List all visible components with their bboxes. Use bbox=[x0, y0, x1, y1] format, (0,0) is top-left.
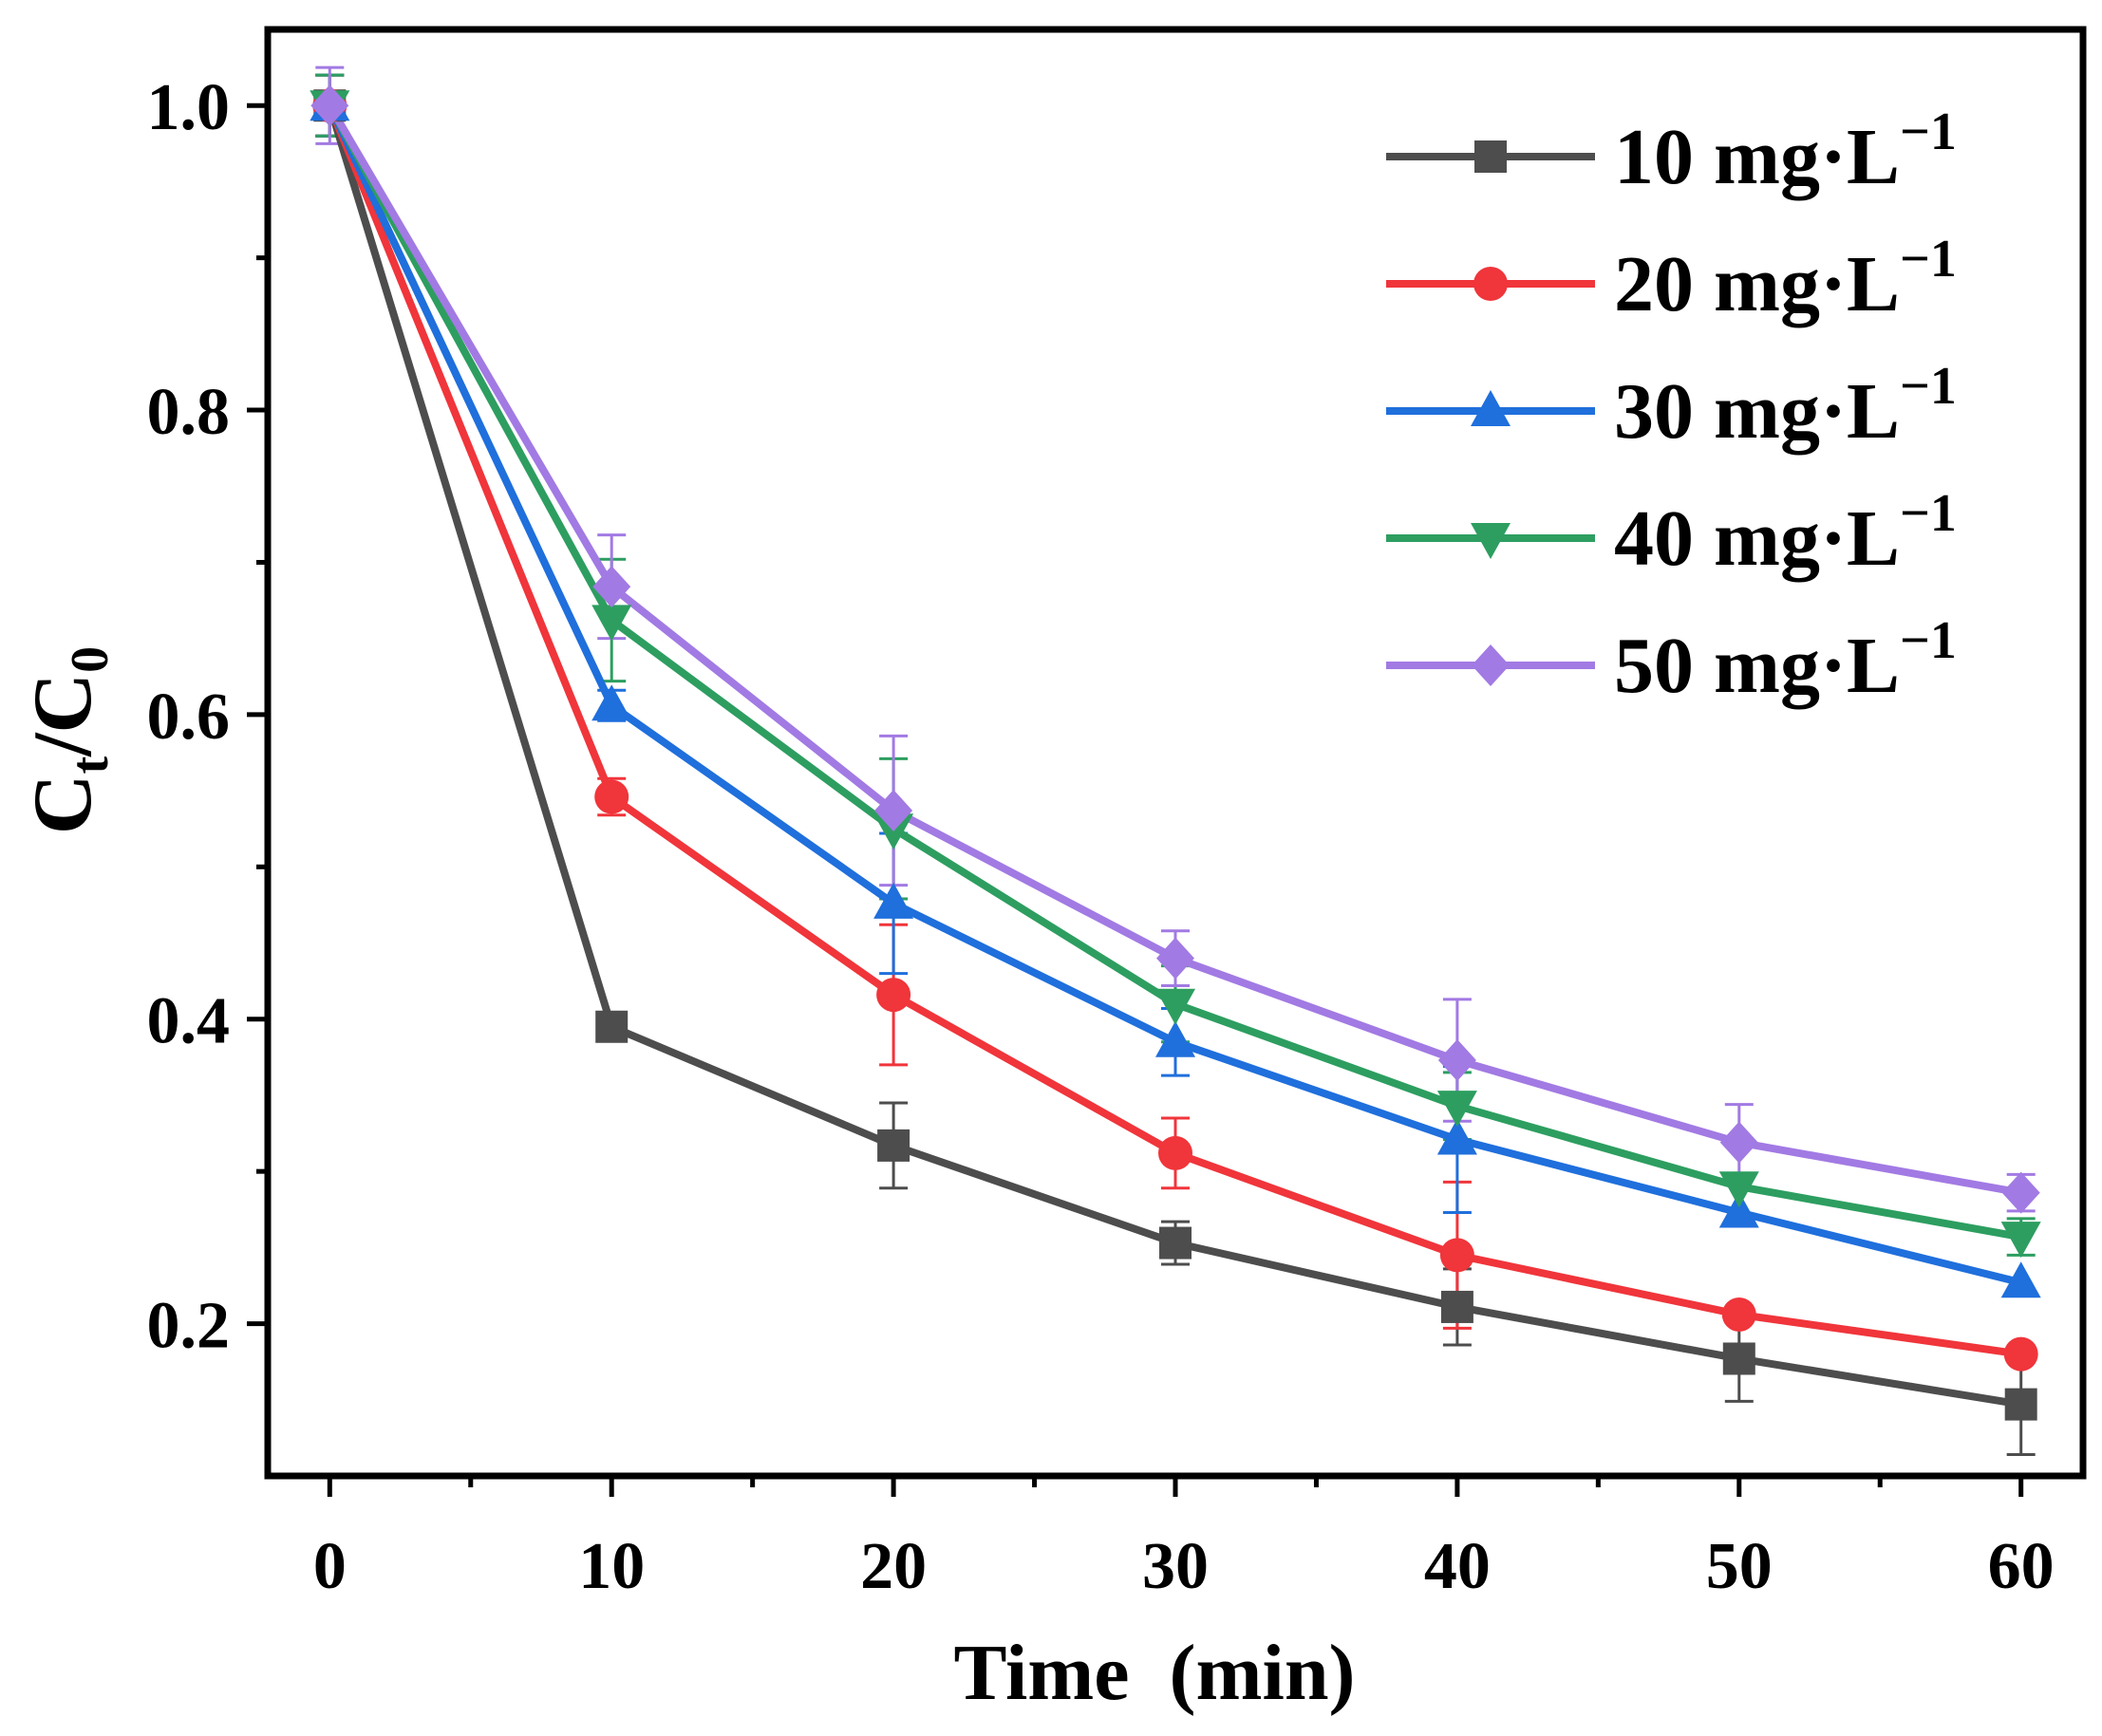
data-point bbox=[1718, 1171, 1759, 1208]
x-tick-label: 50 bbox=[1706, 1530, 1773, 1603]
data-point bbox=[1155, 1020, 1195, 1057]
data-point bbox=[1718, 1191, 1759, 1228]
data-point bbox=[310, 84, 349, 127]
legend-marker bbox=[1473, 267, 1508, 301]
data-point bbox=[1437, 1039, 1476, 1082]
data-point bbox=[591, 605, 632, 642]
x-tick-label: 30 bbox=[1142, 1530, 1209, 1603]
data-point bbox=[1155, 988, 1195, 1025]
legend: 10 mg·L−1 20 mg·L−1 30 mg·L−1 40 mg·L−1 50 m… bbox=[1386, 103, 1957, 710]
legend-item: 30 mg·L−1 bbox=[1386, 357, 1957, 456]
x-tick-label: 10 bbox=[578, 1530, 645, 1603]
axis-ticks bbox=[247, 103, 2024, 1497]
tick-labels: 0 10 20 30 40 50 60 0.2 0.4 0.6 0.8 1.0 bbox=[147, 71, 2055, 1603]
data-point bbox=[1158, 1135, 1192, 1170]
legend-item: 40 mg·L−1 bbox=[1386, 484, 1957, 583]
data-point bbox=[1156, 937, 1194, 980]
legend-item: 10 mg·L−1 bbox=[1386, 103, 1957, 201]
y-tick-label: 1.0 bbox=[147, 71, 231, 144]
legend-marker bbox=[1471, 523, 1511, 559]
x-tick-label: 20 bbox=[860, 1530, 927, 1603]
y-tick-label: 0.4 bbox=[147, 985, 231, 1058]
legend-label: 40 mg·L−1 bbox=[1614, 484, 1957, 583]
data-point bbox=[1159, 1226, 1192, 1260]
data-point bbox=[873, 882, 914, 919]
y-tick-label: 0.8 bbox=[147, 376, 231, 449]
legend-item: 50 mg·L−1 bbox=[1386, 611, 1957, 710]
legend-label: 20 mg·L−1 bbox=[1614, 230, 1957, 328]
y-tick-label: 0.6 bbox=[147, 681, 231, 754]
x-tick-label: 60 bbox=[1988, 1530, 2055, 1603]
x-tick-label: 0 bbox=[313, 1530, 347, 1603]
y-tick-label: 0.2 bbox=[147, 1290, 231, 1363]
legend-label: 50 mg·L−1 bbox=[1614, 611, 1957, 710]
data-point bbox=[2001, 1171, 2040, 1214]
data-point bbox=[874, 789, 913, 831]
data-point bbox=[594, 779, 629, 814]
data-point bbox=[591, 684, 632, 721]
data-point bbox=[2000, 1261, 2041, 1298]
legend-label: 30 mg·L−1 bbox=[1614, 357, 1957, 456]
y-axis-label: Ct/C0 bbox=[17, 646, 120, 834]
data-point bbox=[592, 566, 631, 608]
x-axis-label: Time (min) bbox=[953, 1629, 1355, 1717]
data-point bbox=[1436, 1091, 1477, 1128]
data-point bbox=[873, 813, 914, 850]
data-point bbox=[1436, 1118, 1477, 1155]
data-point bbox=[1721, 1297, 1756, 1332]
series-markers bbox=[310, 84, 2041, 1421]
data-point bbox=[2003, 1336, 2038, 1372]
legend-label: 10 mg·L−1 bbox=[1614, 103, 1957, 201]
data-point bbox=[1439, 1238, 1474, 1273]
data-point bbox=[2000, 1222, 2041, 1259]
data-point bbox=[595, 1010, 629, 1043]
legend-marker bbox=[1472, 644, 1510, 686]
data-point bbox=[2004, 1388, 2037, 1421]
data-point bbox=[1722, 1342, 1755, 1375]
data-point bbox=[1719, 1121, 1758, 1164]
data-point bbox=[1440, 1290, 1473, 1323]
legend-item: 20 mg·L−1 bbox=[1386, 230, 1957, 328]
legend-marker bbox=[1474, 140, 1507, 173]
legend-marker bbox=[1471, 390, 1511, 426]
x-tick-label: 40 bbox=[1424, 1530, 1491, 1603]
data-point bbox=[877, 1129, 910, 1162]
data-point bbox=[876, 978, 911, 1013]
